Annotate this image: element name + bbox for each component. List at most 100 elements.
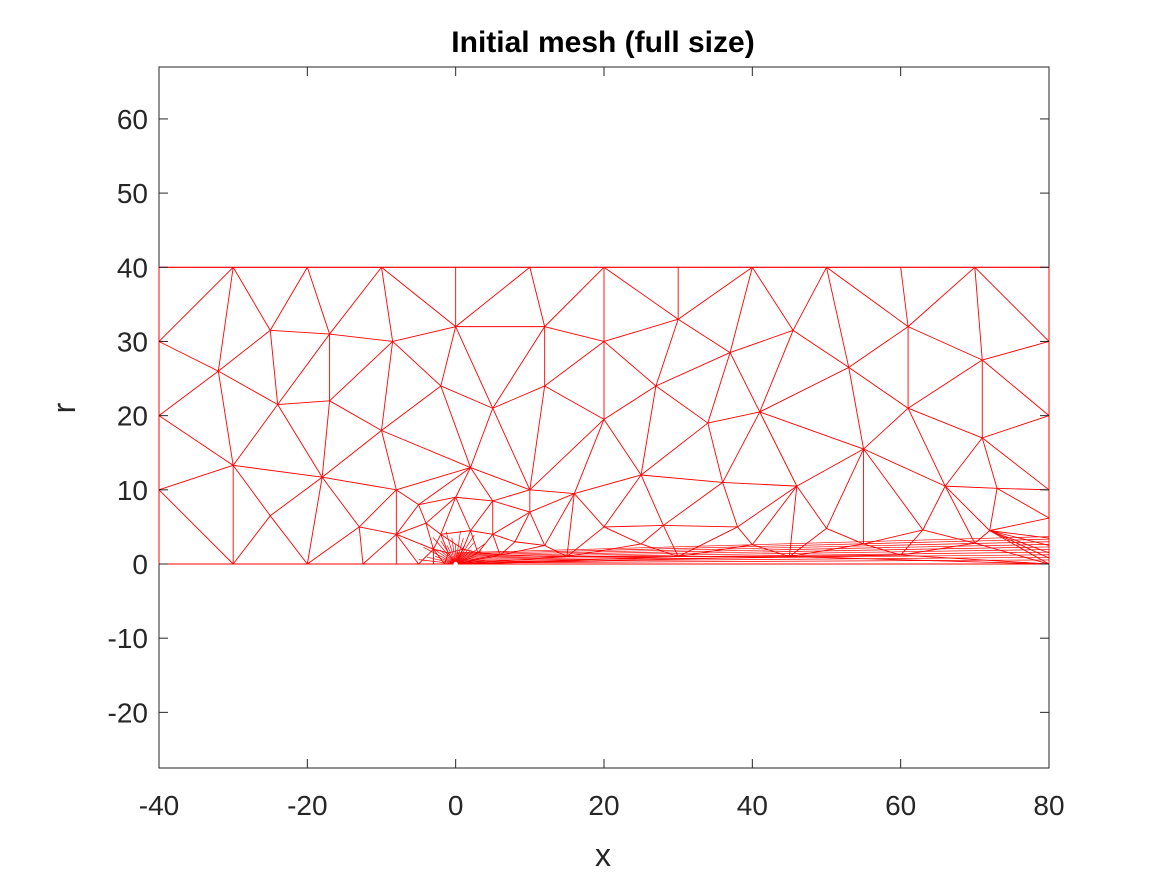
mesh-edge: [922, 485, 946, 531]
mesh-edge: [989, 530, 1050, 554]
mesh-edge: [269, 267, 308, 331]
mesh-edge: [307, 526, 360, 565]
mesh-edge: [492, 489, 530, 502]
mesh-edge: [425, 523, 434, 550]
mesh-edge: [277, 400, 330, 405]
mesh-edge: [440, 385, 471, 468]
mesh-edge: [492, 385, 545, 409]
mesh-edge: [655, 319, 679, 387]
mesh-edge: [381, 385, 442, 431]
mesh-edge: [974, 542, 1050, 565]
mesh-edge: [759, 367, 849, 413]
mesh-edge: [455, 326, 494, 409]
mesh-edge: [358, 489, 397, 528]
mesh-edge: [425, 496, 456, 524]
mesh-edge: [277, 333, 330, 405]
mesh-edge: [395, 534, 419, 565]
mesh-edge: [329, 400, 382, 431]
mesh-edge: [455, 467, 471, 498]
mesh-edge: [158, 370, 219, 417]
mesh-edge: [573, 493, 605, 528]
mesh-edge: [603, 266, 679, 320]
mesh-edge: [277, 404, 323, 478]
mesh-edge: [529, 385, 546, 490]
mesh-edge: [944, 485, 976, 544]
mesh-edge: [232, 515, 271, 565]
mesh-edge: [707, 411, 760, 424]
mesh-edge: [863, 448, 946, 487]
mesh-edge: [826, 267, 850, 368]
mesh-edge: [470, 467, 530, 491]
mesh-edge: [321, 400, 331, 478]
y-tick-labels: -20 -10 0 10 20 30 40 50 60: [108, 104, 148, 728]
mesh-edge: [455, 496, 493, 502]
mesh-edge: [455, 536, 1050, 554]
mesh-edge: [573, 419, 605, 494]
mesh-edge: [982, 415, 1050, 439]
mesh-edge: [826, 266, 909, 327]
mesh-edge: [826, 527, 864, 545]
mesh-edge: [432, 537, 456, 565]
mesh-edge: [462, 530, 471, 550]
mesh-edge: [455, 546, 1050, 558]
mesh-edge: [455, 556, 1050, 563]
mesh-edge: [321, 476, 360, 528]
mesh-edge: [440, 326, 457, 387]
y-tick-label: -10: [108, 623, 148, 654]
mesh-edge: [907, 359, 983, 409]
mesh-edge: [322, 476, 397, 491]
mesh-edge: [989, 488, 998, 531]
x-tick-label: 80: [1033, 790, 1064, 821]
mesh-edge: [514, 541, 545, 546]
mesh-edge: [848, 367, 909, 409]
mesh-edge: [381, 266, 456, 327]
mesh-edge: [751, 267, 794, 331]
mesh-edge: [603, 526, 642, 545]
mesh-edge: [470, 530, 493, 535]
mesh-edge: [529, 511, 546, 546]
mesh-edge: [321, 430, 382, 478]
mesh-edge: [655, 385, 709, 424]
mesh-edge: [233, 464, 323, 478]
x-tick-labels: -40 -20 0 20 40 60 80: [139, 790, 1065, 821]
x-tick-label: 40: [737, 790, 768, 821]
mesh-edge: [603, 318, 679, 342]
mesh-edge: [826, 448, 864, 529]
mesh-edge: [603, 419, 642, 476]
mesh-edge: [455, 543, 1050, 557]
mesh-edge: [759, 411, 864, 450]
mesh-edge: [418, 467, 471, 506]
mesh-edge: [907, 326, 983, 361]
mesh-edge: [329, 267, 382, 335]
mesh-edge: [433, 548, 445, 565]
mesh-edge: [981, 437, 998, 489]
mesh-edge: [306, 477, 323, 565]
mesh-edge: [751, 485, 798, 545]
mesh-edge: [640, 385, 657, 476]
mesh-edge: [418, 548, 434, 565]
mesh-edge: [439, 549, 456, 565]
mesh-edge: [455, 551, 1050, 560]
mesh-edge: [737, 485, 798, 528]
mesh-edge: [446, 545, 456, 565]
mesh-edge: [455, 554, 1050, 562]
mesh-edge: [796, 448, 864, 487]
mesh-edge: [729, 329, 794, 354]
mesh-edge: [640, 525, 664, 545]
mesh-edge: [431, 547, 456, 565]
mesh-edge: [907, 266, 976, 327]
mesh-edge: [544, 341, 605, 387]
mesh-edge: [707, 422, 724, 483]
origin-marker: [453, 561, 458, 567]
mesh-edge: [217, 267, 234, 372]
mesh-edge: [500, 545, 545, 556]
mesh-edge: [848, 326, 909, 368]
x-tick-label: -20: [287, 790, 327, 821]
mesh-edge: [381, 430, 397, 490]
mesh-edge: [306, 267, 331, 335]
mesh-edge: [217, 371, 234, 466]
mesh-edge: [232, 404, 279, 466]
mesh-edge: [603, 474, 642, 528]
mesh-edge: [381, 430, 471, 468]
mesh-edge: [729, 267, 753, 353]
